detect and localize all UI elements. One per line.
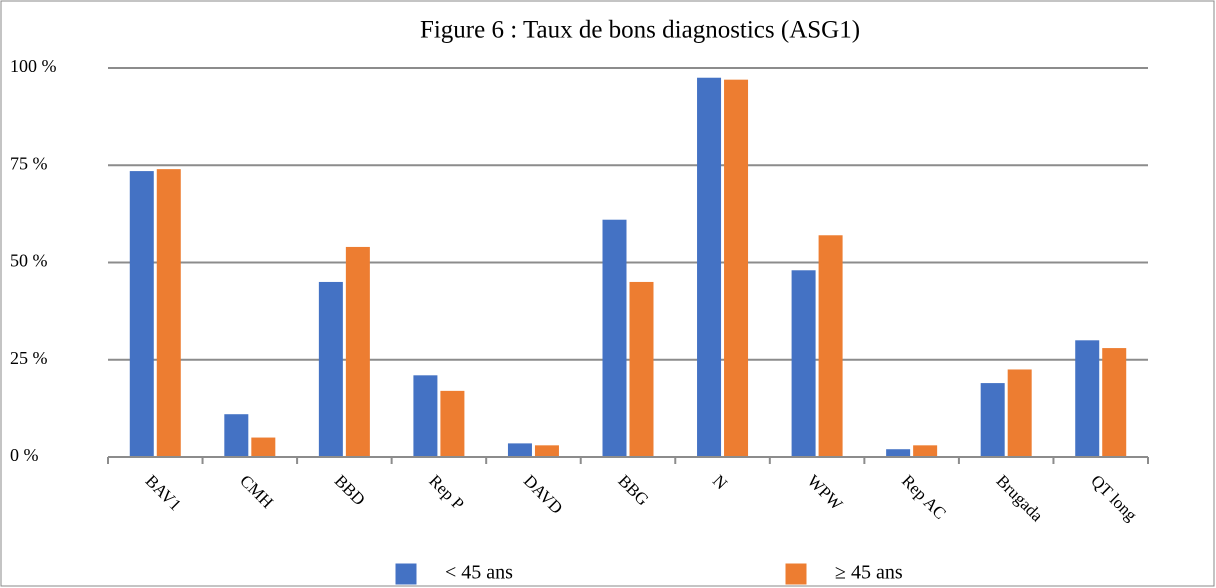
bar (440, 390, 465, 457)
bar (1102, 348, 1127, 457)
bar (980, 383, 1005, 457)
bar (534, 445, 559, 457)
y-tick-label: 50 % (10, 251, 48, 271)
y-tick-label: 25 % (10, 348, 48, 368)
bar (129, 171, 154, 457)
bar (886, 449, 911, 457)
bar (251, 437, 276, 457)
y-tick-label: 100 % (10, 56, 57, 76)
bar (1075, 340, 1100, 457)
bar (913, 445, 938, 457)
bar (507, 443, 532, 457)
bar (602, 219, 627, 457)
chart-title: Figure 6 : Taux de bons diagnostics (ASG… (420, 17, 860, 44)
bar (156, 169, 181, 457)
y-tick-label: 75 % (10, 153, 48, 173)
bar (345, 246, 370, 457)
bar (318, 281, 343, 457)
bar (697, 77, 722, 457)
bar (413, 375, 438, 457)
legend-swatch (394, 562, 418, 586)
bar (224, 414, 249, 457)
bar (629, 281, 654, 457)
bar (724, 79, 749, 458)
bar (1007, 369, 1032, 457)
bar (791, 270, 816, 457)
legend-label: < 45 ans (445, 562, 513, 584)
y-tick-label: 0 % (10, 445, 39, 465)
legend-swatch (784, 562, 808, 586)
legend-label: ≥ 45 ans (835, 562, 903, 584)
bar (818, 235, 843, 457)
